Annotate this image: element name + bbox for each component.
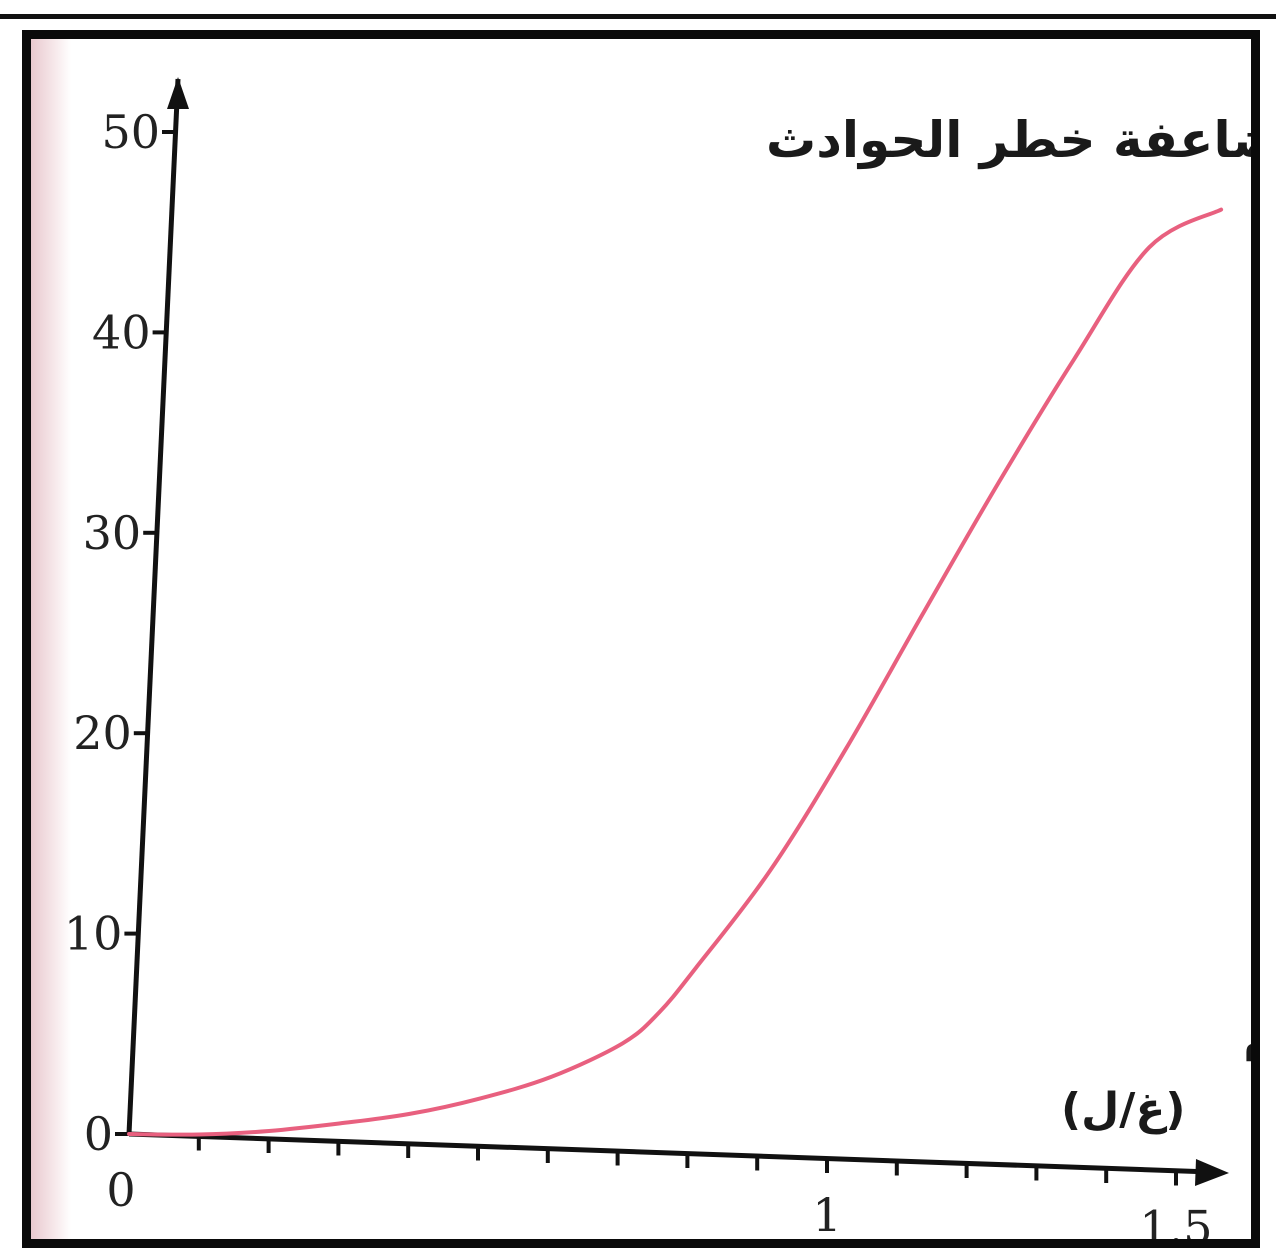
series-layer bbox=[127, 207, 1224, 1137]
frame-shade bbox=[31, 39, 71, 1239]
y-tick-label: 20 bbox=[73, 706, 132, 760]
y-tick-label: 0 bbox=[84, 1107, 113, 1161]
series-line bbox=[127, 207, 1224, 1137]
y-tick-label: 30 bbox=[83, 506, 142, 560]
top-rule bbox=[0, 14, 1276, 19]
y-ticks: 0 10 20 30 40 50 bbox=[64, 105, 177, 1161]
x-tick-label: 0 bbox=[106, 1163, 135, 1217]
y-axis-arrowhead bbox=[167, 77, 189, 109]
y-axis-line bbox=[126, 78, 181, 1135]
x-tick-label: 1.5 bbox=[1139, 1201, 1212, 1240]
x-axis-arrowhead bbox=[1195, 1159, 1229, 1186]
x-axis bbox=[128, 1131, 1229, 1186]
y-tick-label: 40 bbox=[92, 305, 151, 359]
y-axis-title: مضاعفة خطر الحوادث bbox=[766, 111, 1251, 170]
x-ticks: 0 1 1.5 bbox=[106, 1136, 1213, 1240]
y-tick-label: 10 bbox=[64, 907, 123, 961]
y-tick-label: 50 bbox=[101, 105, 160, 159]
x-tick-label: 1 bbox=[812, 1188, 841, 1239]
x-axis-line bbox=[128, 1131, 1212, 1175]
y-axis bbox=[126, 77, 189, 1135]
x-axis-unit: (غ/ل) bbox=[1061, 1084, 1186, 1135]
x-axis-title: نسبة الكحول في اللم bbox=[1243, 1003, 1251, 1062]
